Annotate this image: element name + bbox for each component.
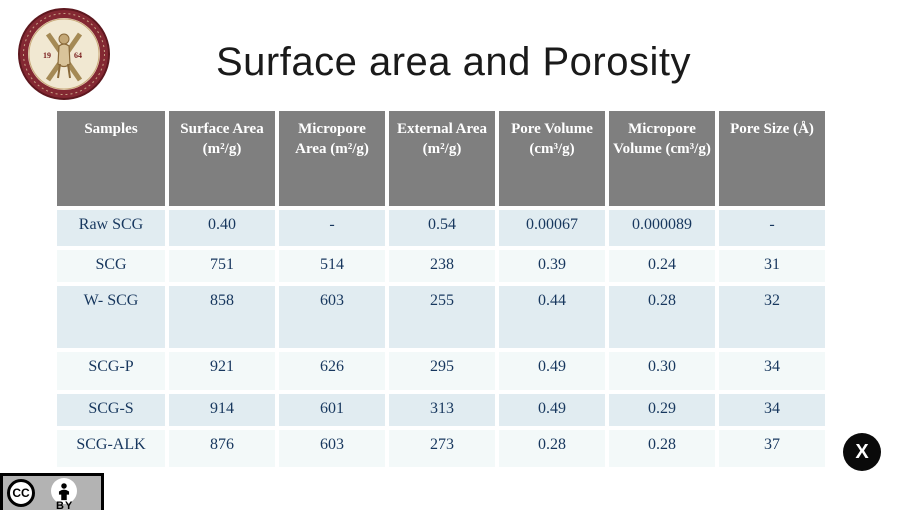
cell-value: 0.30 bbox=[609, 352, 715, 390]
cell-value: 0.39 bbox=[499, 250, 605, 282]
sample-name: SCG-P bbox=[57, 352, 165, 390]
cell-value: 313 bbox=[389, 394, 495, 426]
table-row-raw-scg: Raw SCG 0.40 - 0.54 0.00067 0.000089 - bbox=[57, 210, 825, 246]
page-title: Surface area and Porosity bbox=[216, 40, 691, 84]
cell-value: 0.28 bbox=[609, 430, 715, 467]
sample-name: SCG-S bbox=[57, 394, 165, 426]
cell-value: 0.29 bbox=[609, 394, 715, 426]
by-label: BY bbox=[56, 500, 74, 510]
cell-value: 921 bbox=[169, 352, 275, 390]
sample-name: SCG bbox=[57, 250, 165, 282]
cell-value: 0.54 bbox=[389, 210, 495, 246]
cc-icon: CC bbox=[7, 479, 35, 507]
table-row-w-scg: W- SCG 858 603 255 0.44 0.28 32 bbox=[57, 286, 825, 348]
university-seal-icon: 19 64 bbox=[18, 8, 110, 100]
col-header-surface-area: Surface Area (m²/g) bbox=[169, 111, 275, 206]
cell-value: - bbox=[279, 210, 385, 246]
col-header-external-area: External Area (m²/g) bbox=[389, 111, 495, 206]
cell-value: 0.28 bbox=[499, 430, 605, 467]
close-button[interactable]: X bbox=[843, 433, 881, 471]
cell-value: 0.24 bbox=[609, 250, 715, 282]
col-header-samples: Samples bbox=[57, 111, 165, 206]
col-header-micropore-area: Micropore Area (m²/g) bbox=[279, 111, 385, 206]
cc-by-license-badge[interactable]: CC BY bbox=[0, 473, 104, 510]
cell-value: 273 bbox=[389, 430, 495, 467]
cell-value: 37 bbox=[719, 430, 825, 467]
col-header-micropore-volume: Micropore Volume (cm³/g) bbox=[609, 111, 715, 206]
cell-value: 603 bbox=[279, 286, 385, 348]
sample-name: W- SCG bbox=[57, 286, 165, 348]
cell-value: 255 bbox=[389, 286, 495, 348]
cell-value: 0.40 bbox=[169, 210, 275, 246]
cell-value: 876 bbox=[169, 430, 275, 467]
sample-name: SCG-ALK bbox=[57, 430, 165, 467]
table-row-scg-p: SCG-P 921 626 295 0.49 0.30 34 bbox=[57, 352, 825, 390]
cell-value: 34 bbox=[719, 352, 825, 390]
cell-value: 0.28 bbox=[609, 286, 715, 348]
cell-value: 0.44 bbox=[499, 286, 605, 348]
table-header-row: Samples Surface Area (m²/g) Micropore Ar… bbox=[57, 111, 825, 206]
cell-value: 914 bbox=[169, 394, 275, 426]
cell-value: 858 bbox=[169, 286, 275, 348]
cell-value: 603 bbox=[279, 430, 385, 467]
surface-area-porosity-table: Samples Surface Area (m²/g) Micropore Ar… bbox=[53, 107, 829, 471]
cell-value: - bbox=[719, 210, 825, 246]
sample-name: Raw SCG bbox=[57, 210, 165, 246]
cell-value: 0.49 bbox=[499, 394, 605, 426]
cell-value: 0.000089 bbox=[609, 210, 715, 246]
cell-value: 626 bbox=[279, 352, 385, 390]
cell-value: 295 bbox=[389, 352, 495, 390]
table-row-scg-alk: SCG-ALK 876 603 273 0.28 0.28 37 bbox=[57, 430, 825, 467]
cell-value: 34 bbox=[719, 394, 825, 426]
cell-value: 31 bbox=[719, 250, 825, 282]
attribution-person-icon bbox=[51, 478, 77, 504]
col-header-pore-size: Pore Size (Å) bbox=[719, 111, 825, 206]
table-row-scg-s: SCG-S 914 601 313 0.49 0.29 34 bbox=[57, 394, 825, 426]
cell-value: 514 bbox=[279, 250, 385, 282]
cell-value: 601 bbox=[279, 394, 385, 426]
seal-year-right: 64 bbox=[74, 51, 82, 60]
seal-year-left: 19 bbox=[43, 51, 51, 60]
university-seal-logo: 19 64 bbox=[16, 6, 112, 102]
cell-value: 0.00067 bbox=[499, 210, 605, 246]
cell-value: 751 bbox=[169, 250, 275, 282]
cell-value: 0.49 bbox=[499, 352, 605, 390]
col-header-pore-volume: Pore Volume (cm³/g) bbox=[499, 111, 605, 206]
cell-value: 32 bbox=[719, 286, 825, 348]
cell-value: 238 bbox=[389, 250, 495, 282]
table-row-scg: SCG 751 514 238 0.39 0.24 31 bbox=[57, 250, 825, 282]
